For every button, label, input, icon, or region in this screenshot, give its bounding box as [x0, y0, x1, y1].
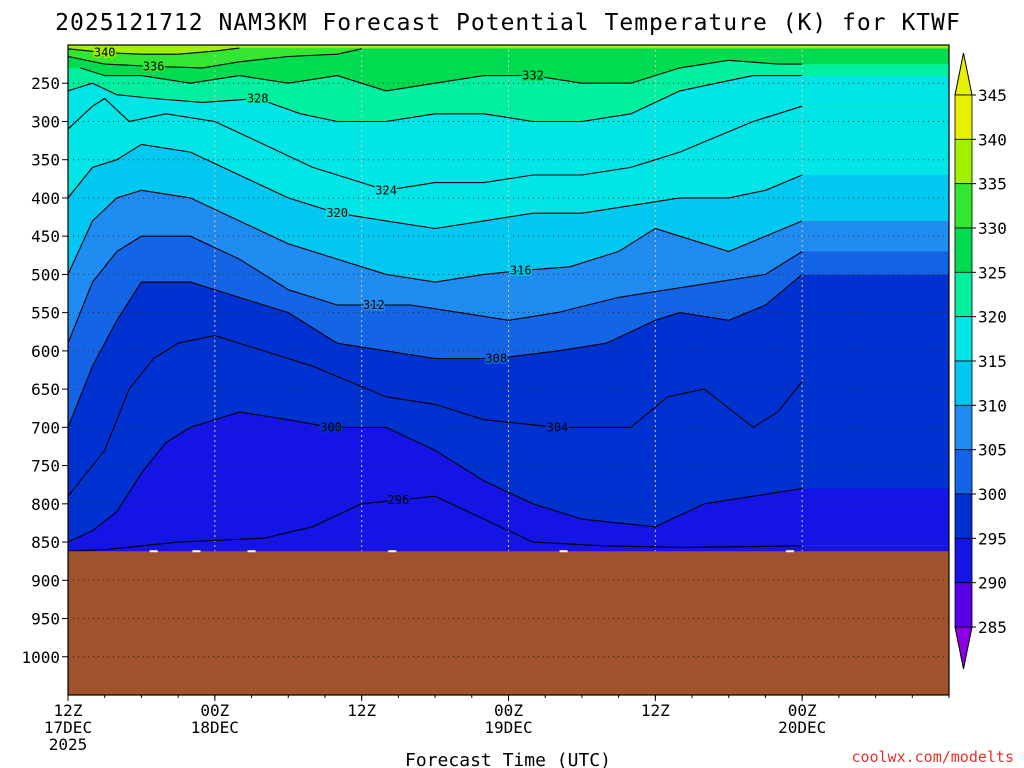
colorbar-segment-340: [954, 94, 973, 140]
y-tick-label-550: 550: [31, 304, 60, 323]
y-tick-label-900: 900: [31, 571, 60, 590]
colorbar-label-325: 325: [978, 263, 1007, 282]
colorbar-label-305: 305: [978, 441, 1007, 460]
credit-label: coolwx.com/modelts: [851, 748, 1014, 766]
y-tick-label-250: 250: [31, 74, 60, 93]
contour-label-332: 332: [522, 69, 544, 83]
x-tick-label-36-2: 19DEC: [484, 718, 532, 737]
colorbar-segment-310: [954, 360, 973, 406]
field-band-296: [68, 412, 949, 552]
colorbar-segment-315: [954, 316, 973, 362]
contour-label-316: 316: [510, 264, 532, 278]
x-tick-label-60-2: 20DEC: [778, 718, 826, 737]
y-tick-label-350: 350: [31, 151, 60, 170]
contour-label-308: 308: [485, 352, 507, 366]
y-tick-label-450: 450: [31, 227, 60, 246]
contour-300: [68, 411, 803, 543]
field-band-320: [68, 98, 949, 229]
contour-label-328: 328: [247, 92, 269, 106]
contour-label-324: 324: [375, 183, 397, 197]
contour-label-340: 340: [94, 46, 116, 60]
contour-296: [68, 495, 803, 552]
field-band-324: [68, 75, 949, 191]
x-tick-label-60-1: 00Z: [788, 701, 817, 720]
contour-label-336: 336: [143, 59, 165, 73]
colorbar-segment-305: [954, 404, 973, 451]
x-tick-label-12-2: 18DEC: [191, 718, 239, 737]
x-tick-label-36-1: 00Z: [494, 701, 523, 720]
colorbar-label-315: 315: [978, 352, 1007, 371]
ground-layer: [68, 550, 949, 695]
contour-label-304: 304: [547, 420, 569, 434]
x-tick-label-0-2: 17DEC: [44, 718, 92, 737]
colorbar-label-345: 345: [978, 86, 1007, 105]
x-axis-label: Forecast Time (UTC): [405, 750, 611, 768]
colorbar-label-330: 330: [978, 219, 1007, 238]
colorbar-label-285: 285: [978, 618, 1007, 637]
y-tick-label-650: 650: [31, 380, 60, 399]
contour-324: [68, 97, 803, 191]
colorbar-label-295: 295: [978, 529, 1007, 548]
contour-304: [68, 335, 803, 497]
chart-title: 2025121712 NAM3KM Forecast Potential Tem…: [55, 10, 961, 36]
colorbar-label-300: 300: [978, 485, 1007, 504]
y-tick-label-1000: 1000: [21, 648, 60, 667]
y-tick-label-700: 700: [31, 418, 60, 437]
contour-label-300: 300: [320, 420, 342, 434]
x-tick-label-0-1: 12Z: [54, 701, 83, 720]
colorbar-segment-285: [954, 582, 973, 628]
contour-312: [68, 235, 803, 344]
y-tick-label-750: 750: [31, 457, 60, 476]
colorbar-label-310: 310: [978, 396, 1007, 415]
colorbar-segment-320: [954, 271, 973, 318]
x-tick-label-0-3: 2025: [49, 735, 88, 754]
field-band-332: [68, 48, 949, 91]
colorbar-segment-335: [954, 138, 973, 185]
y-tick-label-600: 600: [31, 342, 60, 361]
y-tick-label-850: 850: [31, 533, 60, 552]
colorbar-segment-325: [954, 227, 973, 273]
colorbar-segment-330: [954, 183, 973, 229]
contour-layer: 296 300 304 308 312 316 320 324 328 332 336 340: [68, 45, 803, 552]
y-tick-label-300: 300: [31, 112, 60, 131]
x-tick-label-12-1: 00Z: [200, 701, 229, 720]
contour-label-296: 296: [388, 493, 410, 507]
contour-label-312: 312: [363, 298, 385, 312]
colorbar-arrow-bottom: [954, 626, 973, 670]
x-tick-label-24-1: 12Z: [347, 701, 376, 720]
field-band-300: [68, 335, 949, 543]
colorbar-segment-300: [954, 449, 973, 495]
colorbar-segment-290: [954, 537, 973, 584]
field-band-316: [68, 144, 949, 283]
contour-332: [80, 59, 803, 92]
colorbar-segment-295: [954, 493, 973, 539]
field-band-336: [68, 48, 949, 68]
contour-308: [68, 273, 803, 428]
contour-316: [68, 189, 803, 283]
colorbar-label-340: 340: [978, 130, 1007, 149]
contour-328: [68, 75, 803, 123]
y-axis: 250 300 350 400 450 500 550 600 650 700 750 800 850 9…: [21, 74, 68, 667]
colorbar-label-335: 335: [978, 175, 1007, 194]
colorbar-label-290: 290: [978, 574, 1007, 593]
y-tick-label-800: 800: [31, 495, 60, 514]
contour-label-320: 320: [326, 206, 348, 220]
colorbar: 285 290 295 300 305 310 315 320 325 330 335 340 345: [954, 52, 1007, 670]
contour-320: [68, 143, 803, 230]
ground-area: [68, 551, 949, 695]
x-tick-label-48-1: 12Z: [641, 701, 670, 720]
colorbar-arrow-top: [954, 52, 973, 96]
colorbar-label-320: 320: [978, 308, 1007, 327]
y-tick-label-500: 500: [31, 265, 60, 284]
contour-340: [68, 47, 240, 55]
contour-336: [68, 48, 362, 69]
y-tick-label-400: 400: [31, 189, 60, 208]
y-tick-label-950: 950: [31, 610, 60, 629]
